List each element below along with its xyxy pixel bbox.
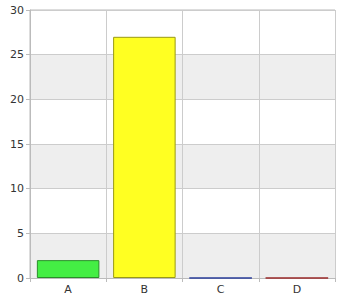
svg-text:20: 20 <box>10 93 24 106</box>
svg-text:5: 5 <box>17 227 24 240</box>
svg-text:25: 25 <box>10 48 24 61</box>
svg-text:D: D <box>293 283 301 296</box>
svg-text:C: C <box>217 283 225 296</box>
svg-text:30: 30 <box>10 4 24 17</box>
svg-text:10: 10 <box>10 182 24 195</box>
svg-text:0: 0 <box>17 272 24 285</box>
svg-text:B: B <box>141 283 149 296</box>
svg-text:15: 15 <box>10 138 24 151</box>
svg-text:A: A <box>64 283 72 296</box>
